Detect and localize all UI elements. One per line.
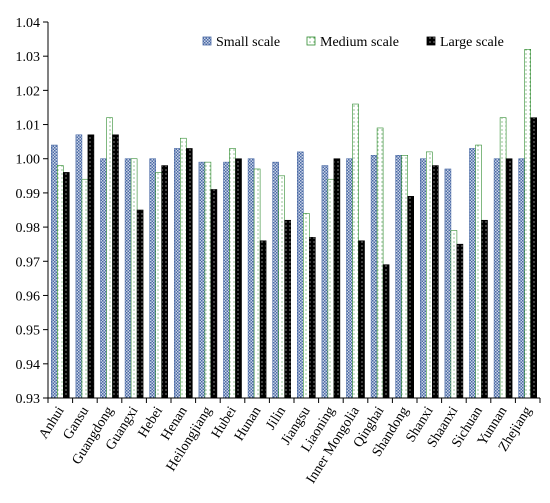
bar-medium-scale xyxy=(106,117,113,399)
bar-small-scale xyxy=(272,161,280,399)
bar-medium-scale xyxy=(475,144,482,399)
bar-medium-scale xyxy=(401,155,409,399)
bar-large-scale xyxy=(382,264,390,399)
bar-small-scale xyxy=(149,158,156,399)
bar-large-scale xyxy=(161,165,168,399)
bar-medium-scale xyxy=(229,148,236,399)
bar-medium-scale xyxy=(81,178,89,399)
bar-medium-scale xyxy=(278,175,286,399)
legend-swatch xyxy=(202,36,212,46)
y-tick-label: 0.93 xyxy=(16,392,41,407)
bar-small-scale xyxy=(296,151,304,399)
bar-large-scale xyxy=(456,243,464,399)
bar-large-scale xyxy=(333,158,341,399)
y-tick-label: 0.96 xyxy=(16,289,41,304)
bar-large-scale xyxy=(358,240,365,399)
bar-large-scale xyxy=(235,158,242,399)
y-tick-label: 1.00 xyxy=(16,153,41,168)
bar-small-scale xyxy=(518,158,526,399)
y-tick-label: 1.01 xyxy=(16,119,41,134)
bar-large-scale xyxy=(259,240,267,399)
bar-large-scale xyxy=(505,158,513,399)
bar-large-scale xyxy=(112,134,119,399)
y-tick-label: 0.99 xyxy=(16,187,41,202)
bar-medium-scale xyxy=(302,213,310,399)
bar-large-scale xyxy=(136,209,144,399)
bar-large-scale xyxy=(210,189,218,399)
y-tick-label: 1.03 xyxy=(16,50,41,65)
bar-large-scale xyxy=(308,237,316,399)
x-tick-label: Hunan xyxy=(232,404,265,444)
bar-large-scale xyxy=(186,148,193,399)
bar-small-scale xyxy=(223,161,230,399)
bar-large-scale xyxy=(481,219,488,399)
bar-small-scale xyxy=(124,158,132,399)
y-tick-label: 0.98 xyxy=(16,221,41,236)
bar-medium-scale xyxy=(524,49,532,399)
bar-large-scale xyxy=(87,134,95,399)
bar-large-scale xyxy=(407,196,415,399)
legend-swatch xyxy=(306,36,316,46)
legend-label: Large scale xyxy=(440,35,504,50)
y-tick-label: 0.97 xyxy=(16,255,41,270)
bar-medium-scale xyxy=(155,172,162,399)
bar-small-scale xyxy=(321,165,329,399)
bar-large-scale xyxy=(431,165,439,399)
bar-small-scale xyxy=(469,148,476,399)
bar-small-scale xyxy=(419,158,427,399)
bar-small-scale xyxy=(395,155,403,399)
bar-large-scale xyxy=(530,117,538,399)
legend-label: Medium scale xyxy=(320,35,399,50)
bar-medium-scale xyxy=(327,178,335,399)
bar-small-scale xyxy=(75,134,83,399)
bar-large-scale xyxy=(284,219,292,399)
bar-medium-scale xyxy=(204,161,212,399)
y-tick-label: 0.94 xyxy=(16,358,41,373)
bar-small-scale xyxy=(100,158,107,399)
bar-small-scale xyxy=(198,161,206,399)
bar-medium-scale xyxy=(499,117,507,399)
bar-medium-scale xyxy=(253,168,261,399)
legend-label: Small scale xyxy=(216,35,280,50)
bar-small-scale xyxy=(50,144,58,399)
legend: Small scale Medium scale Large scale xyxy=(202,35,504,50)
bar-medium-scale xyxy=(352,103,359,399)
bar-small-scale xyxy=(247,158,255,399)
bar-medium-scale xyxy=(130,158,138,399)
bar-small-scale xyxy=(370,155,378,399)
bar-medium-scale xyxy=(56,165,64,399)
bar-small-scale xyxy=(444,168,452,399)
bar-small-scale xyxy=(174,148,181,399)
bar-medium-scale xyxy=(376,127,384,399)
y-tick-label: 1.04 xyxy=(16,16,41,31)
bar-medium-scale xyxy=(180,137,187,399)
plot-area: 0.93 0.94 0.95 0.96 0.97 0.98 0.99 1.00 1.01 1.02… xyxy=(16,16,541,486)
y-tick-label: 1.02 xyxy=(16,84,41,99)
bar-small-scale xyxy=(493,158,501,399)
legend-swatch xyxy=(426,36,436,46)
y-tick-label: 0.95 xyxy=(16,324,41,339)
bar-large-scale xyxy=(62,172,70,399)
bar-medium-scale xyxy=(450,230,458,399)
bar-small-scale xyxy=(346,158,353,399)
bar-medium-scale xyxy=(425,151,433,399)
